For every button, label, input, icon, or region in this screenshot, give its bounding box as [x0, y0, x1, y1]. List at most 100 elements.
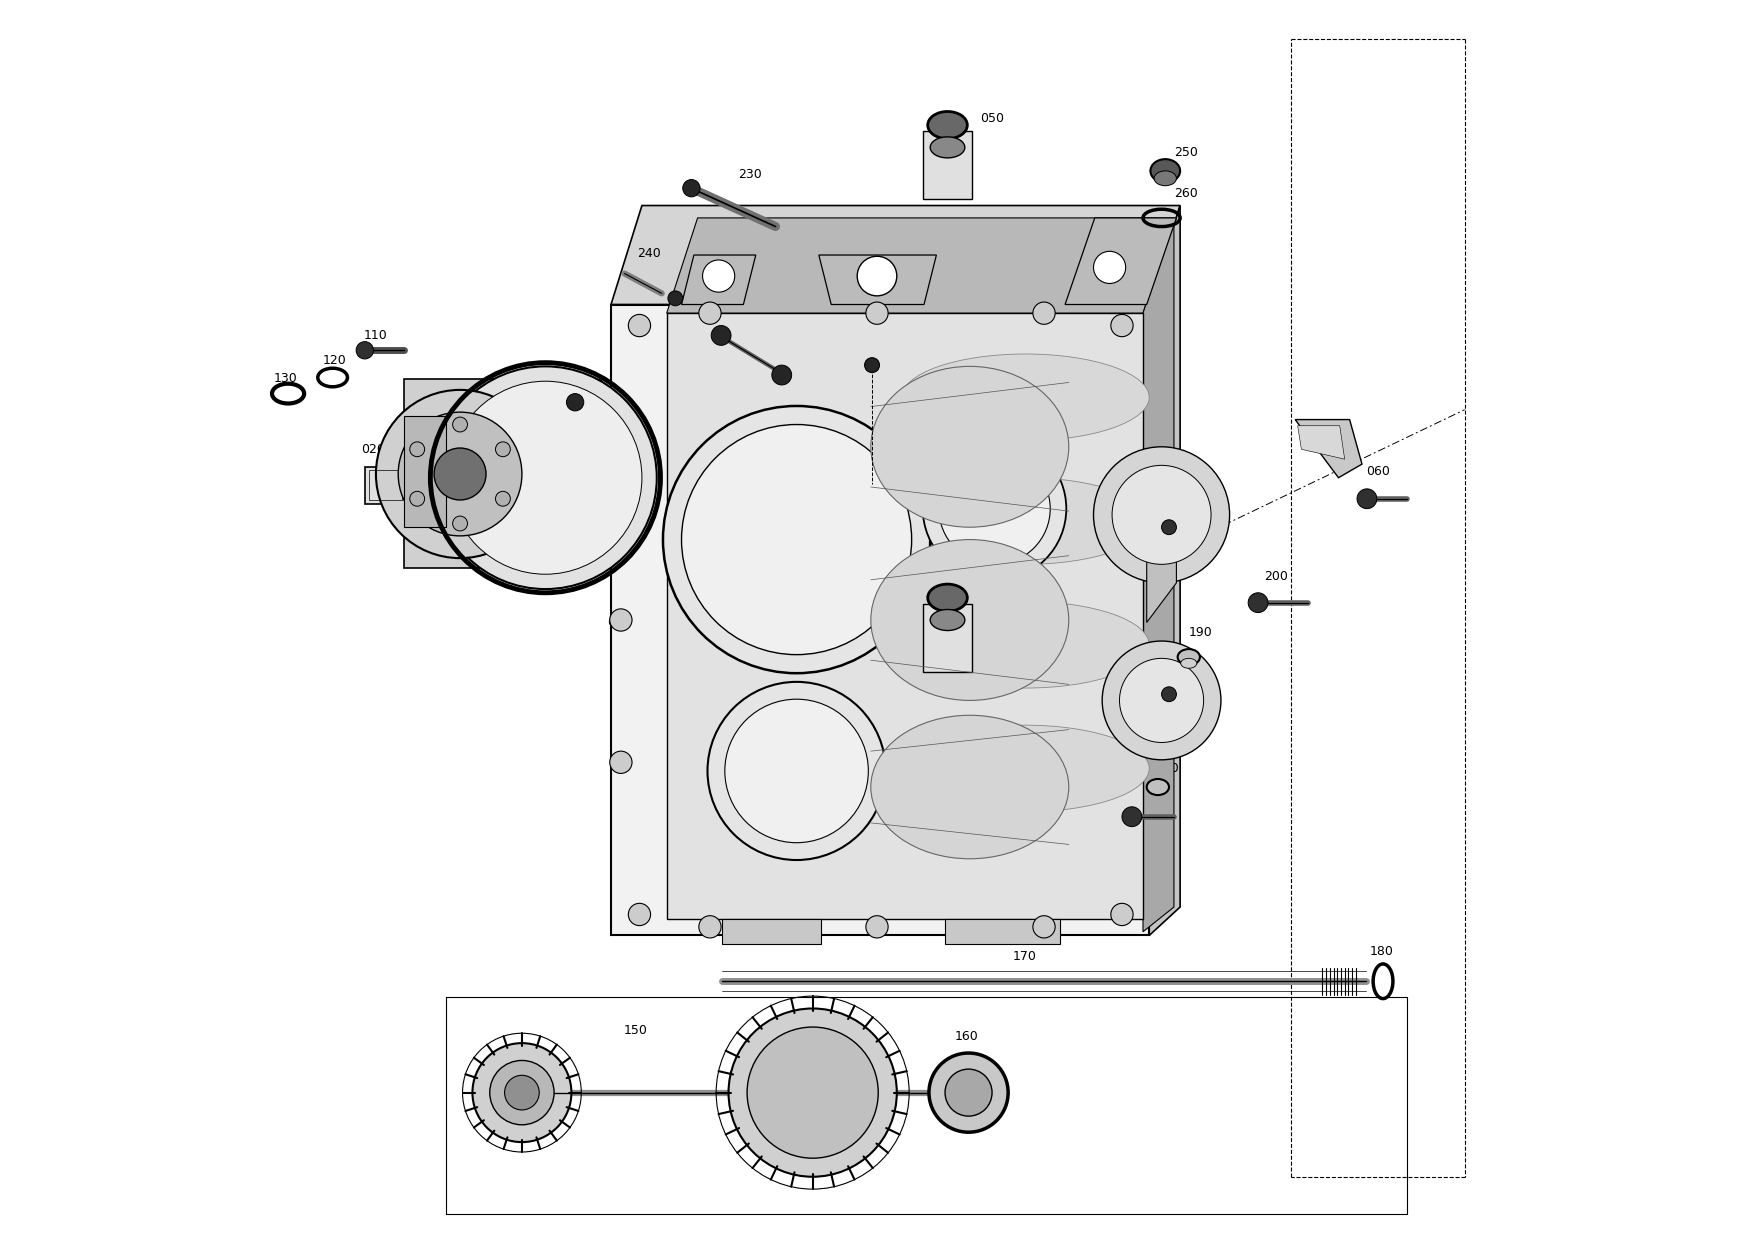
Text: 100: 100 [496, 455, 521, 469]
Circle shape [663, 405, 930, 673]
Circle shape [453, 516, 468, 531]
Circle shape [410, 441, 424, 456]
Polygon shape [667, 314, 1144, 919]
Text: 270: 270 [930, 339, 952, 352]
Text: 180: 180 [1370, 945, 1393, 959]
Text: 120: 120 [323, 353, 347, 367]
Ellipse shape [930, 610, 965, 630]
Bar [365, 466, 405, 503]
Circle shape [495, 441, 510, 456]
Circle shape [747, 1027, 879, 1158]
Polygon shape [610, 206, 1180, 305]
Text: 150: 150 [623, 1024, 647, 1037]
Circle shape [410, 491, 424, 506]
Circle shape [610, 609, 631, 631]
Circle shape [724, 699, 868, 843]
Circle shape [1102, 641, 1221, 760]
Polygon shape [1147, 502, 1177, 622]
Polygon shape [819, 255, 937, 305]
Ellipse shape [1147, 779, 1168, 795]
Circle shape [398, 412, 523, 536]
Circle shape [453, 417, 468, 432]
Circle shape [1358, 489, 1377, 508]
Text: 140: 140 [496, 1049, 521, 1061]
Ellipse shape [1177, 649, 1200, 665]
Polygon shape [405, 415, 447, 527]
Ellipse shape [902, 353, 1149, 440]
Circle shape [865, 357, 879, 372]
Circle shape [930, 1053, 1009, 1132]
Polygon shape [1149, 206, 1180, 935]
Circle shape [472, 1043, 572, 1142]
Ellipse shape [1180, 658, 1196, 668]
Bar [368, 470, 402, 500]
Circle shape [1110, 903, 1133, 925]
Ellipse shape [902, 477, 1149, 564]
Circle shape [772, 365, 791, 384]
Ellipse shape [870, 366, 1068, 527]
Text: 210: 210 [721, 347, 745, 361]
Text: 130: 130 [274, 372, 296, 386]
Circle shape [1119, 658, 1203, 743]
Polygon shape [723, 919, 821, 944]
Circle shape [1033, 915, 1056, 937]
Circle shape [1093, 446, 1230, 583]
Circle shape [1112, 465, 1210, 564]
Circle shape [923, 436, 1066, 580]
Circle shape [710, 326, 731, 345]
Circle shape [668, 291, 682, 306]
Ellipse shape [870, 715, 1068, 859]
Polygon shape [610, 305, 1149, 935]
Polygon shape [1144, 218, 1173, 931]
Text: 050: 050 [980, 113, 1003, 125]
Circle shape [1033, 303, 1056, 325]
Ellipse shape [902, 725, 1149, 812]
Circle shape [1093, 252, 1126, 284]
Circle shape [698, 915, 721, 937]
Bar [923, 604, 972, 672]
Polygon shape [1298, 425, 1345, 459]
Circle shape [628, 315, 651, 337]
Ellipse shape [928, 584, 966, 611]
Circle shape [698, 303, 721, 325]
Text: 020: 020 [361, 443, 384, 456]
Text: 170: 170 [1014, 950, 1037, 963]
Circle shape [1161, 687, 1177, 702]
Text: 090: 090 [547, 455, 572, 469]
Polygon shape [945, 919, 1059, 944]
Text: 050: 050 [980, 562, 1003, 574]
Text: 190: 190 [1189, 626, 1212, 639]
Polygon shape [667, 218, 1173, 314]
Circle shape [495, 491, 510, 506]
Circle shape [610, 751, 631, 774]
Ellipse shape [928, 112, 966, 139]
Text: 220: 220 [581, 378, 603, 392]
Text: 240: 240 [637, 247, 661, 260]
Ellipse shape [1154, 171, 1177, 186]
Circle shape [1110, 315, 1133, 337]
Circle shape [356, 342, 374, 358]
Circle shape [938, 453, 1051, 564]
Circle shape [858, 257, 896, 296]
Circle shape [1249, 593, 1268, 613]
Circle shape [375, 389, 544, 558]
Circle shape [866, 303, 888, 325]
Polygon shape [682, 255, 756, 305]
Text: 080: 080 [435, 455, 460, 469]
Circle shape [682, 180, 700, 197]
Circle shape [449, 381, 642, 574]
Polygon shape [1294, 419, 1363, 477]
Text: 110: 110 [363, 329, 388, 342]
Circle shape [1123, 807, 1142, 827]
Circle shape [433, 366, 656, 589]
Circle shape [703, 260, 735, 293]
Circle shape [628, 903, 651, 925]
Text: 260: 260 [1173, 187, 1198, 200]
Text: 200: 200 [1265, 570, 1287, 583]
Circle shape [866, 915, 888, 937]
Ellipse shape [870, 539, 1068, 701]
Circle shape [567, 393, 584, 410]
Circle shape [682, 424, 912, 655]
Polygon shape [405, 378, 516, 568]
Bar [923, 131, 972, 200]
